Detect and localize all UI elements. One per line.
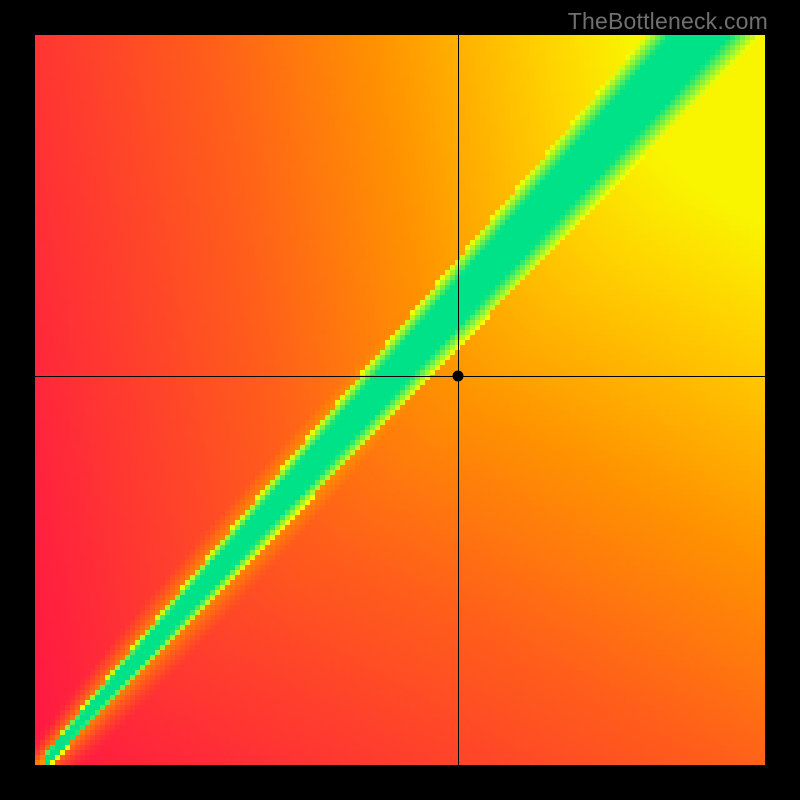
heatmap-plot [35, 35, 765, 765]
heatmap-canvas [35, 35, 765, 765]
chart-container: TheBottleneck.com [0, 0, 800, 800]
crosshair-marker [453, 370, 464, 381]
crosshair-horizontal [35, 376, 765, 377]
crosshair-vertical [458, 35, 459, 765]
watermark-text: TheBottleneck.com [568, 8, 768, 35]
